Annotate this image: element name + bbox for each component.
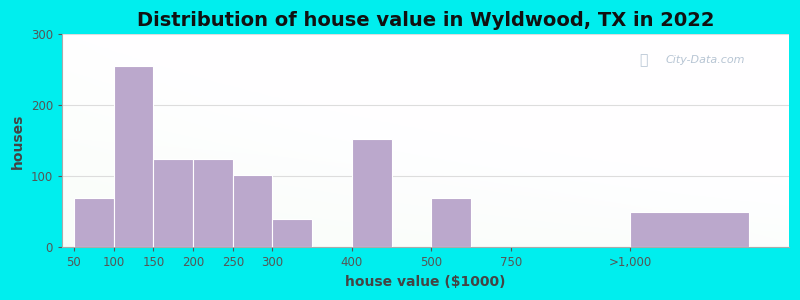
Bar <box>431 198 471 247</box>
Bar <box>193 159 233 247</box>
Bar <box>352 140 392 247</box>
Bar <box>74 198 114 247</box>
Bar <box>233 175 273 247</box>
Text: ⦿: ⦿ <box>639 53 648 67</box>
Bar <box>114 66 154 247</box>
Y-axis label: houses: houses <box>11 113 25 169</box>
Bar <box>273 219 312 247</box>
Bar <box>154 159 193 247</box>
Title: Distribution of house value in Wyldwood, TX in 2022: Distribution of house value in Wyldwood,… <box>137 11 714 30</box>
Bar <box>630 212 749 247</box>
X-axis label: house value ($1000): house value ($1000) <box>345 275 506 289</box>
Text: City-Data.com: City-Data.com <box>666 55 745 65</box>
